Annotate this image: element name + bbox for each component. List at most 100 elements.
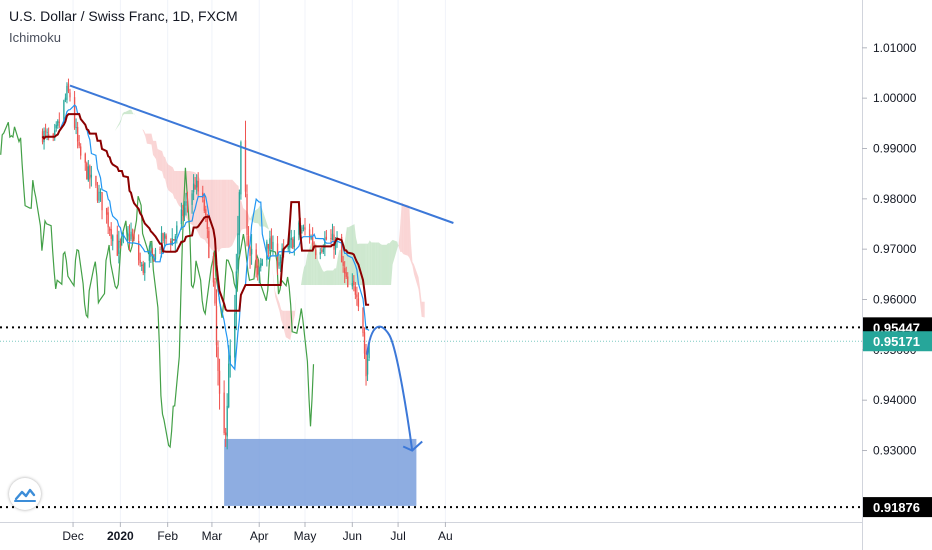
candle-body [89,165,91,180]
candle-body [247,235,250,245]
candle-body [90,174,93,178]
cloud-segment [337,250,340,286]
cloud-segment [140,124,143,130]
cloud-segment [378,242,381,286]
candle-body [121,237,123,242]
cloud-segment [409,206,411,262]
cloud-segment [371,242,376,286]
indicator-label[interactable]: Ichimoku [9,30,62,45]
cloud-segment [386,243,389,286]
cloud-segment [125,109,131,115]
projection-curve [366,325,414,451]
cloud-segment [366,243,369,286]
cloud-segment [365,243,367,286]
candle-body [185,201,187,206]
candle-body [331,233,334,241]
candle-body [66,85,68,100]
cloud-segment [282,310,285,331]
cloud-segment [239,199,242,234]
candle-body [58,121,60,123]
price-label-text: 0.91876 [873,500,920,515]
price-label-text: 0.95171 [873,334,920,349]
cloud-segment [154,140,157,160]
cloud-segment [230,179,233,247]
cloud-segment [389,241,392,286]
candle-body [67,83,70,92]
candle-body [171,238,173,246]
candle-body [205,209,207,216]
cloud-segment [262,211,265,227]
cloud-segment [232,179,237,246]
cloud-segment [241,201,244,230]
cloud-segment [284,310,286,338]
candle-body [63,100,65,121]
cloud-segment [377,242,379,286]
candle-body [345,272,347,277]
cloud-segment [397,241,399,250]
candle-body [127,233,129,237]
cloud-segment [229,179,231,248]
candle-body [151,248,154,253]
candle-body [257,265,259,275]
candle-body [96,188,99,201]
ichimoku-lines [41,104,370,371]
cloud-segment [114,122,120,131]
candle-body [118,240,120,254]
candle-body [240,142,242,195]
candle-body [191,193,193,205]
cloud-segment [418,277,421,303]
candle-body [354,286,357,295]
cloud-segment [253,208,259,224]
projection-arrowhead [402,440,423,452]
candle-body [182,209,184,216]
cloud-segment [221,179,227,249]
candle-body [54,130,56,136]
candle-body [226,405,228,437]
candle-body [44,130,47,132]
candle-body [57,120,59,126]
cloud-segment [220,179,222,250]
candle-body [214,281,216,304]
price-tick-label: 0.93000 [873,444,917,458]
price-tick-label: 1.00000 [873,91,917,105]
candle-body [112,235,114,242]
candle-body [235,271,237,315]
candle-body [78,142,80,146]
candle-body [73,97,76,128]
cloud-segment [113,130,115,135]
candle-body [212,256,215,283]
time-tick-label: Dec [62,529,83,543]
price-tick-label: 1.01000 [873,41,917,55]
cloud-segment [375,242,378,286]
candle-body [163,233,166,239]
chart-title: U.S. Dollar / Swiss Franc, 1D, FXCM [9,8,238,24]
candle-body [278,262,280,266]
candle-body [105,208,108,215]
candle-body [144,262,146,274]
candle-body [128,234,131,242]
cloud-segment [136,119,141,125]
cloud-segment [209,179,212,250]
target-zone [224,438,417,506]
cloud-segment [359,243,361,286]
cloud-segment [403,204,408,256]
candle-body [290,237,292,241]
cloud-segment [99,136,102,139]
candle-body [119,241,122,243]
candle-body [86,163,88,179]
candle-body [76,126,79,142]
candle-body [353,280,355,286]
candle-body [55,124,57,129]
cloud-segment [215,179,218,253]
cloud-segment [157,148,163,172]
cloud-segment [317,259,323,286]
candle-body [75,127,77,129]
cloud-segment [250,214,253,221]
cloud-segment [226,179,228,248]
cloud-segment [198,176,201,238]
candle-body [148,254,151,261]
tradingview-logo[interactable] [9,478,41,510]
